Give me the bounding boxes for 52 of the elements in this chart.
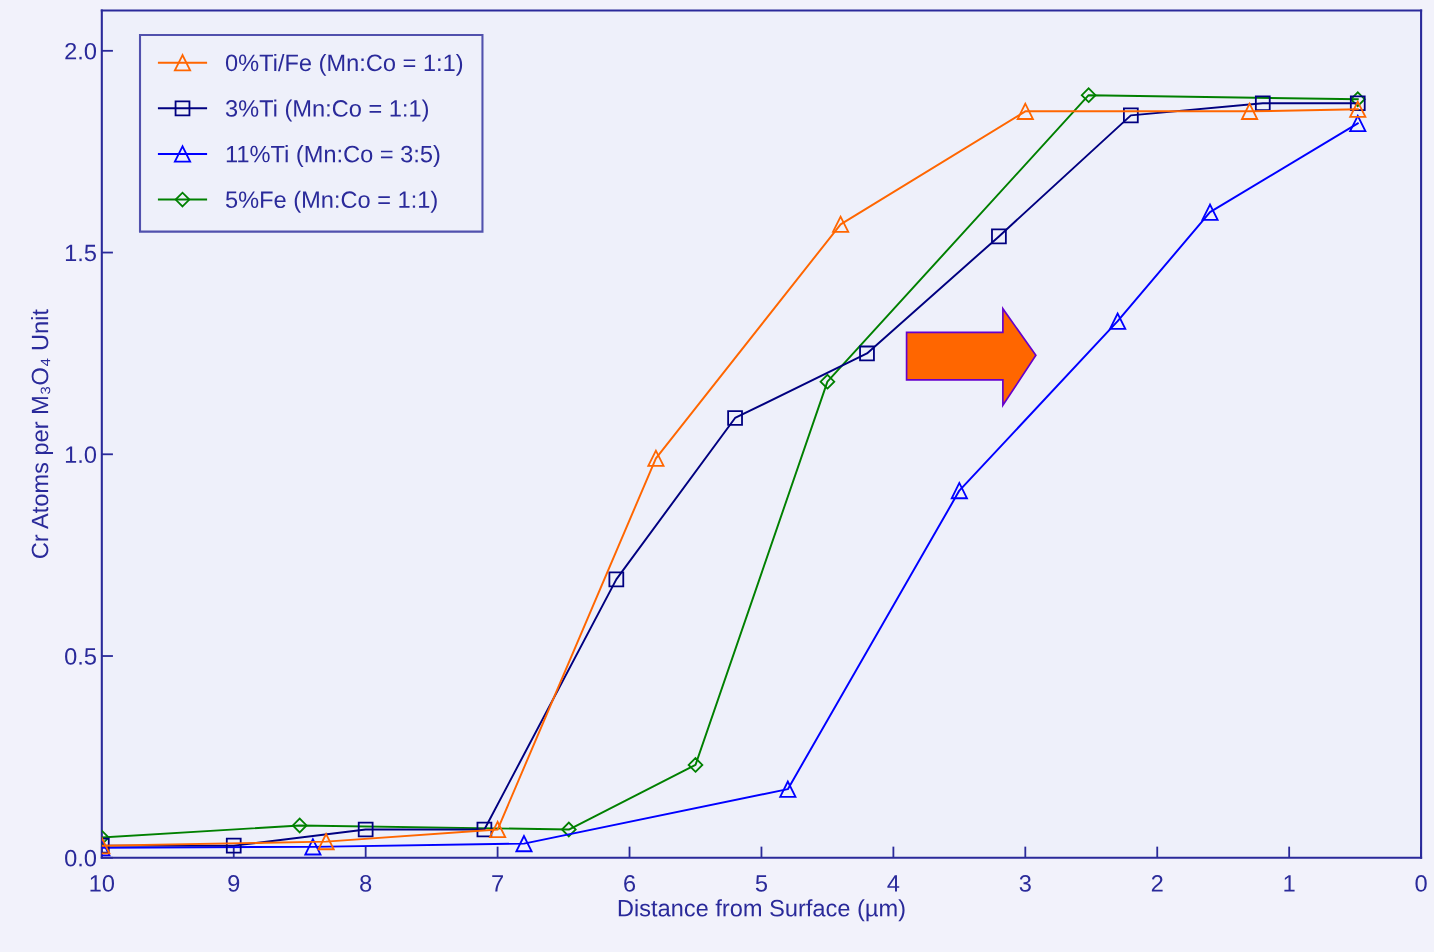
point bbox=[1080, 87, 1097, 103]
y-tick-label: 2.0 bbox=[65, 42, 97, 60]
point bbox=[304, 838, 322, 856]
point bbox=[489, 820, 507, 839]
point bbox=[1123, 107, 1139, 124]
point bbox=[608, 571, 625, 588]
point bbox=[1241, 102, 1259, 120]
y-axis-title: Cr Atoms per M₃O₄ Unit bbox=[31, 309, 54, 558]
point bbox=[515, 835, 533, 853]
point bbox=[291, 817, 308, 834]
x-tick-label: 10 bbox=[90, 875, 115, 892]
x-tick-label: 7 bbox=[492, 875, 503, 892]
point bbox=[317, 833, 335, 851]
point bbox=[779, 780, 797, 798]
y-tick-label: 1.0 bbox=[65, 446, 97, 464]
x-tick-label: 6 bbox=[624, 875, 636, 892]
point bbox=[1109, 312, 1127, 330]
point bbox=[1016, 102, 1034, 120]
x-tick-label: 8 bbox=[360, 875, 372, 892]
legend-label: 3%Ti (Mn:Co = 1:1) bbox=[225, 99, 429, 122]
y-tick-label: 1.5 bbox=[65, 244, 96, 262]
y-tick-label: 0.0 bbox=[65, 849, 97, 867]
point bbox=[1349, 95, 1366, 112]
x-tick-label: 5 bbox=[755, 875, 768, 892]
point bbox=[832, 215, 850, 233]
x-axis-title: Distance from Surface (µm) bbox=[618, 899, 905, 922]
point bbox=[819, 373, 836, 390]
point bbox=[1349, 100, 1367, 118]
x-tick-label: 2 bbox=[1151, 875, 1163, 892]
legend-label: 0%Ti/Fe (Mn:Co = 1:1) bbox=[225, 53, 463, 76]
legend-label: 5%Fe (Mn:Co = 1:1) bbox=[225, 190, 437, 213]
legend-label: 11%Ti (Mn:Co = 3:5) bbox=[226, 145, 440, 168]
point bbox=[476, 821, 493, 838]
y-tick-label: 0.5 bbox=[65, 648, 96, 665]
x-tick-label: 1 bbox=[1284, 875, 1295, 892]
point bbox=[859, 345, 875, 362]
point bbox=[1254, 95, 1271, 112]
point bbox=[357, 821, 374, 838]
point bbox=[1349, 91, 1366, 108]
point bbox=[950, 482, 968, 500]
point bbox=[1349, 114, 1367, 132]
point bbox=[727, 410, 743, 426]
point bbox=[225, 837, 242, 854]
x-tick-label: 3 bbox=[1019, 875, 1031, 892]
x-tick-label: 4 bbox=[887, 875, 900, 892]
point bbox=[991, 228, 1007, 245]
point bbox=[1201, 203, 1219, 221]
point bbox=[561, 821, 577, 838]
point bbox=[647, 449, 665, 467]
x-tick-label: 0 bbox=[1415, 875, 1427, 892]
point bbox=[687, 757, 704, 773]
x-tick-label: 9 bbox=[228, 875, 240, 892]
